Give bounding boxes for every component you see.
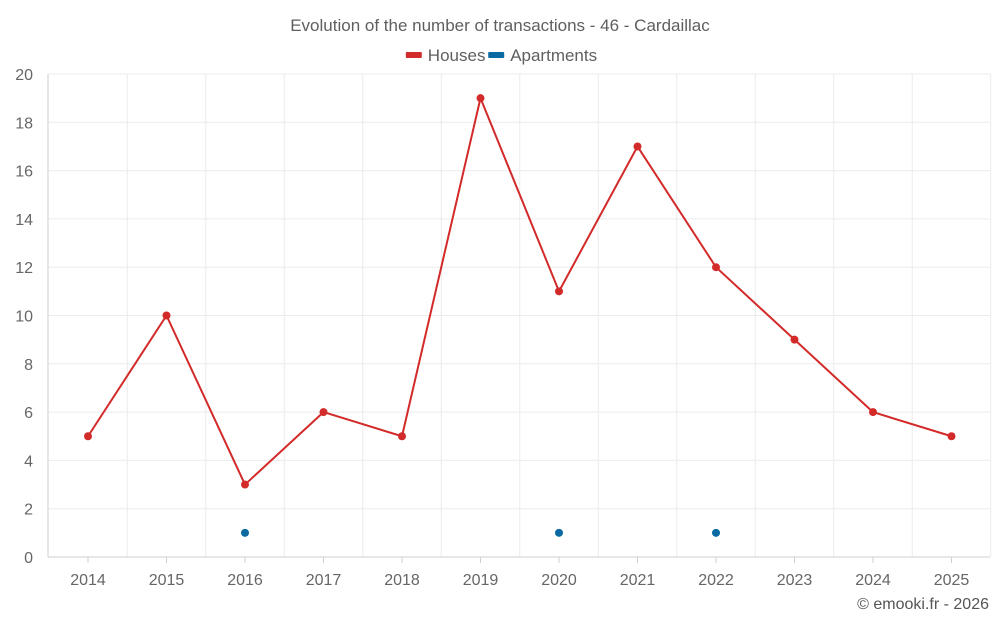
legend-swatch-apartments [488, 52, 505, 58]
data-point-houses[interactable] [790, 335, 799, 344]
x-tick-label: 2017 [306, 572, 342, 589]
legend: Houses Apartments [405, 46, 597, 65]
x-tick-label: 2024 [855, 572, 891, 589]
x-tick-label: 2023 [777, 572, 813, 589]
y-tick-label: 20 [15, 67, 33, 84]
series-apartments [241, 528, 720, 537]
y-tick-label: 6 [24, 405, 33, 422]
x-tick-label: 2016 [227, 572, 263, 589]
x-tick-label: 2018 [384, 572, 420, 589]
y-tick-label: 8 [24, 357, 33, 374]
y-tick-label: 10 [15, 309, 33, 326]
data-point-houses[interactable] [162, 311, 171, 320]
data-point-apartments[interactable] [241, 528, 249, 537]
legend-item-apartments[interactable]: Apartments [488, 46, 597, 65]
data-point-houses[interactable] [633, 142, 642, 151]
x-tick-label: 2019 [463, 572, 499, 589]
data-point-houses[interactable] [947, 432, 956, 441]
x-tick-label: 2015 [149, 572, 185, 589]
legend-item-houses[interactable]: Houses [405, 46, 486, 65]
grid [48, 73, 992, 557]
x-tick-label: 2020 [541, 572, 577, 589]
series [84, 94, 956, 537]
y-tick-label: 0 [24, 550, 33, 567]
chart-title: Evolution of the number of transactions … [290, 16, 710, 35]
series-houses [84, 94, 956, 489]
legend-swatch-houses [405, 52, 422, 58]
data-point-apartments[interactable] [555, 528, 563, 537]
axes: 0 2 4 6 8 10 12 14 16 18 20 2014 2015 2016 2017 2018 201… [15, 67, 990, 589]
y-tick-label: 14 [15, 212, 33, 229]
y-tick-label: 18 [15, 115, 33, 132]
y-tick-label: 4 [24, 453, 33, 470]
data-point-apartments[interactable] [712, 528, 720, 537]
credit-text: © emooki.fr - 2026 [857, 596, 989, 613]
data-point-houses[interactable] [84, 432, 92, 441]
legend-label-apartments: Apartments [510, 46, 597, 65]
y-tick-label: 2 [24, 502, 33, 519]
data-point-houses[interactable] [476, 94, 485, 103]
x-tick-label: 2014 [70, 572, 106, 589]
y-tick-label: 16 [15, 164, 33, 181]
x-tick-label: 2022 [698, 572, 734, 589]
data-point-houses[interactable] [555, 287, 563, 296]
x-tick-label: 2025 [934, 572, 970, 589]
x-tick-label: 2021 [620, 572, 656, 589]
data-point-houses[interactable] [869, 408, 877, 417]
data-point-houses[interactable] [241, 480, 249, 489]
legend-label-houses: Houses [428, 46, 486, 65]
series-line-houses [87, 97, 952, 486]
data-point-houses[interactable] [319, 408, 328, 417]
data-point-houses[interactable] [398, 432, 406, 441]
y-tick-label: 12 [15, 260, 33, 277]
data-point-houses[interactable] [712, 263, 720, 272]
